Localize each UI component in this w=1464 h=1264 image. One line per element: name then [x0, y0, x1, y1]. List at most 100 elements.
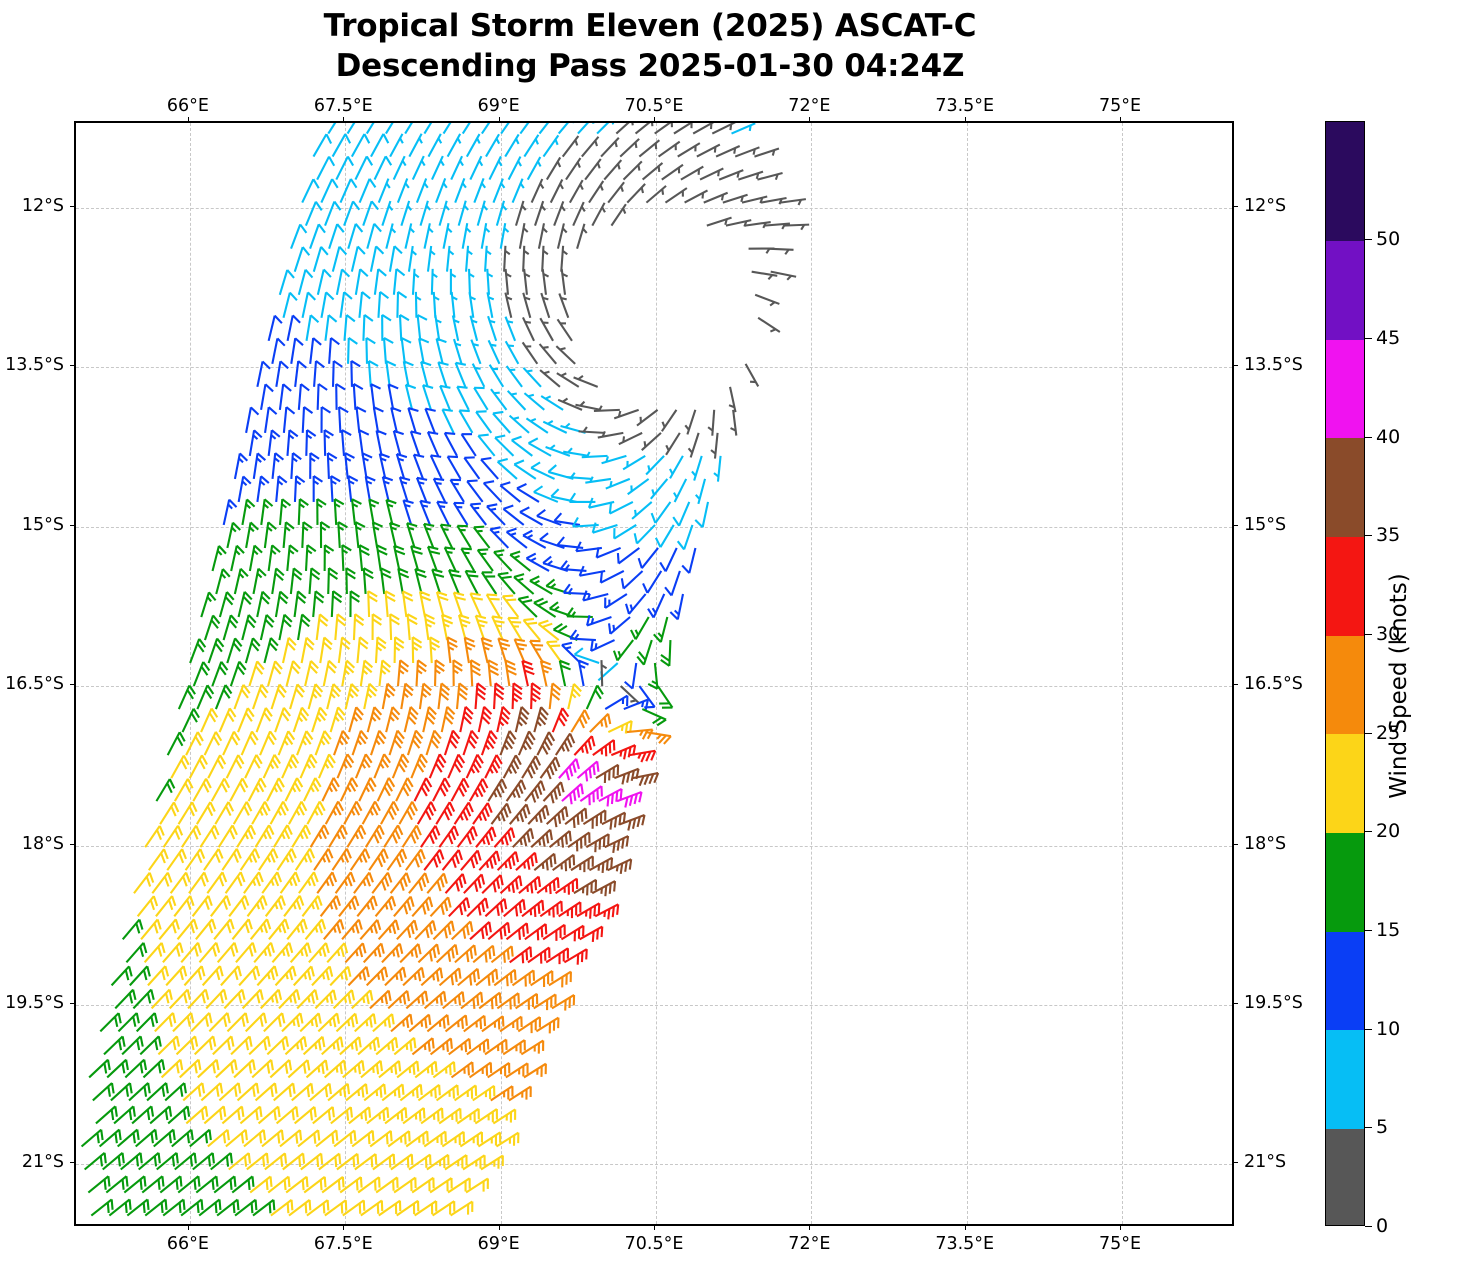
wind-barb — [645, 731, 672, 745]
wind-barb — [545, 947, 569, 965]
wind-barb — [220, 965, 242, 987]
wind-barb — [441, 408, 455, 434]
wind-barb — [308, 942, 330, 964]
wind-barb — [335, 155, 355, 181]
wind-barb — [629, 749, 657, 763]
wind-barb — [443, 431, 458, 457]
wind-barb — [323, 544, 335, 571]
wind-barb — [370, 383, 382, 410]
wind-barb — [466, 897, 489, 918]
wind-barb — [468, 778, 489, 802]
wind-barb — [538, 123, 550, 135]
wind-barb — [411, 155, 426, 181]
wind-barb — [494, 434, 515, 457]
wind-barb — [317, 1012, 341, 1033]
wind-barb — [235, 941, 257, 964]
wind-barb — [341, 918, 363, 941]
colorbar-segment-dark-purple — [1326, 122, 1364, 241]
wind-barb — [537, 619, 560, 641]
wind-barb — [257, 1105, 281, 1125]
wind-barb — [463, 873, 486, 894]
wind-barb — [767, 247, 794, 255]
wind-barb — [378, 659, 392, 687]
wind-barb — [463, 636, 476, 664]
x-tick-label-top: 69°E — [477, 96, 520, 116]
wind-barb — [292, 965, 315, 987]
wind-barb — [435, 943, 459, 964]
wind-barb — [497, 571, 516, 595]
wind-barb — [271, 337, 286, 365]
wind-barb — [557, 397, 583, 411]
wind-barb — [306, 800, 326, 825]
wind-barb — [337, 521, 348, 549]
colorbar-segment-purple — [1326, 240, 1364, 340]
wind-barb — [741, 195, 768, 204]
wind-barb — [404, 123, 413, 135]
wind-barb — [228, 1152, 252, 1171]
wind-barb — [263, 521, 277, 549]
wind-barb — [400, 682, 414, 710]
wind-barb — [324, 1199, 348, 1217]
wind-barb — [439, 384, 451, 411]
wind-barb — [415, 476, 428, 503]
colorbar-tick-label: 30 — [1376, 623, 1401, 646]
wind-barb — [203, 1105, 227, 1125]
wind-barb — [153, 1128, 176, 1148]
wind-barb — [442, 123, 452, 135]
wind-barb — [233, 1058, 256, 1079]
wind-barb — [476, 548, 494, 572]
wind-barb — [324, 800, 345, 825]
wind-barb — [485, 593, 501, 618]
wind-barb — [728, 386, 737, 413]
wind-barb — [503, 245, 511, 272]
wind-barb — [354, 521, 366, 549]
wind-barb — [361, 800, 381, 825]
wind-barb — [376, 777, 396, 802]
wind-barb — [286, 918, 308, 940]
wind-barb — [240, 730, 259, 756]
wind-barb — [346, 824, 367, 848]
wind-barb — [462, 729, 479, 756]
wind-barb — [378, 452, 390, 480]
wind-barb — [576, 902, 601, 919]
wind-barb — [456, 825, 478, 848]
wind-barb — [464, 569, 479, 595]
wind-barb — [533, 597, 557, 618]
x-tick-mark-top — [964, 117, 966, 121]
wind-barb — [437, 682, 451, 710]
wind-barb — [354, 268, 369, 295]
wind-barb — [523, 1062, 547, 1079]
wind-barb — [381, 314, 392, 341]
wind-barb — [275, 475, 288, 503]
wind-barb — [460, 547, 476, 572]
wind-barb — [305, 1059, 329, 1079]
wind-barb — [569, 629, 596, 642]
wind-barb — [496, 457, 518, 480]
wind-barb — [304, 201, 323, 227]
wind-barb — [647, 593, 666, 619]
y-tick-mark-left — [70, 1162, 74, 1164]
wind-barb — [317, 753, 336, 779]
wind-barb — [597, 430, 624, 439]
wind-barb — [302, 777, 322, 802]
wind-barb — [428, 753, 447, 779]
wind-barb — [604, 593, 628, 609]
gridline-horizontal — [76, 208, 1232, 209]
wind-barb — [480, 1154, 504, 1171]
wind-barb — [418, 682, 432, 710]
wind-barb — [225, 754, 245, 779]
wind-barb — [530, 461, 555, 480]
wind-barb — [351, 730, 369, 756]
wind-barb — [293, 475, 306, 502]
wind-barb — [296, 613, 311, 641]
wind-barb — [358, 291, 371, 318]
wind-barb — [141, 1175, 165, 1194]
wind-barb — [261, 871, 283, 894]
wind-barb — [364, 824, 385, 848]
wind-barb — [424, 407, 436, 434]
wind-barb — [315, 613, 329, 641]
wind-barb — [541, 245, 549, 272]
wind-barb — [521, 659, 535, 687]
wind-barb — [140, 918, 162, 941]
y-tick-label-right: 21°S — [1244, 1152, 1287, 1173]
